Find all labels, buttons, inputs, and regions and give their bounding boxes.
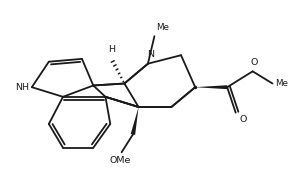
Text: Me: Me xyxy=(156,23,169,32)
Polygon shape xyxy=(195,85,227,89)
Text: OMe: OMe xyxy=(110,156,131,165)
Text: O: O xyxy=(251,58,258,67)
Text: NH: NH xyxy=(16,83,30,92)
Text: O: O xyxy=(240,116,247,125)
Text: H: H xyxy=(108,45,115,54)
Text: Me: Me xyxy=(275,79,288,88)
Polygon shape xyxy=(131,107,139,135)
Text: N: N xyxy=(147,50,154,59)
